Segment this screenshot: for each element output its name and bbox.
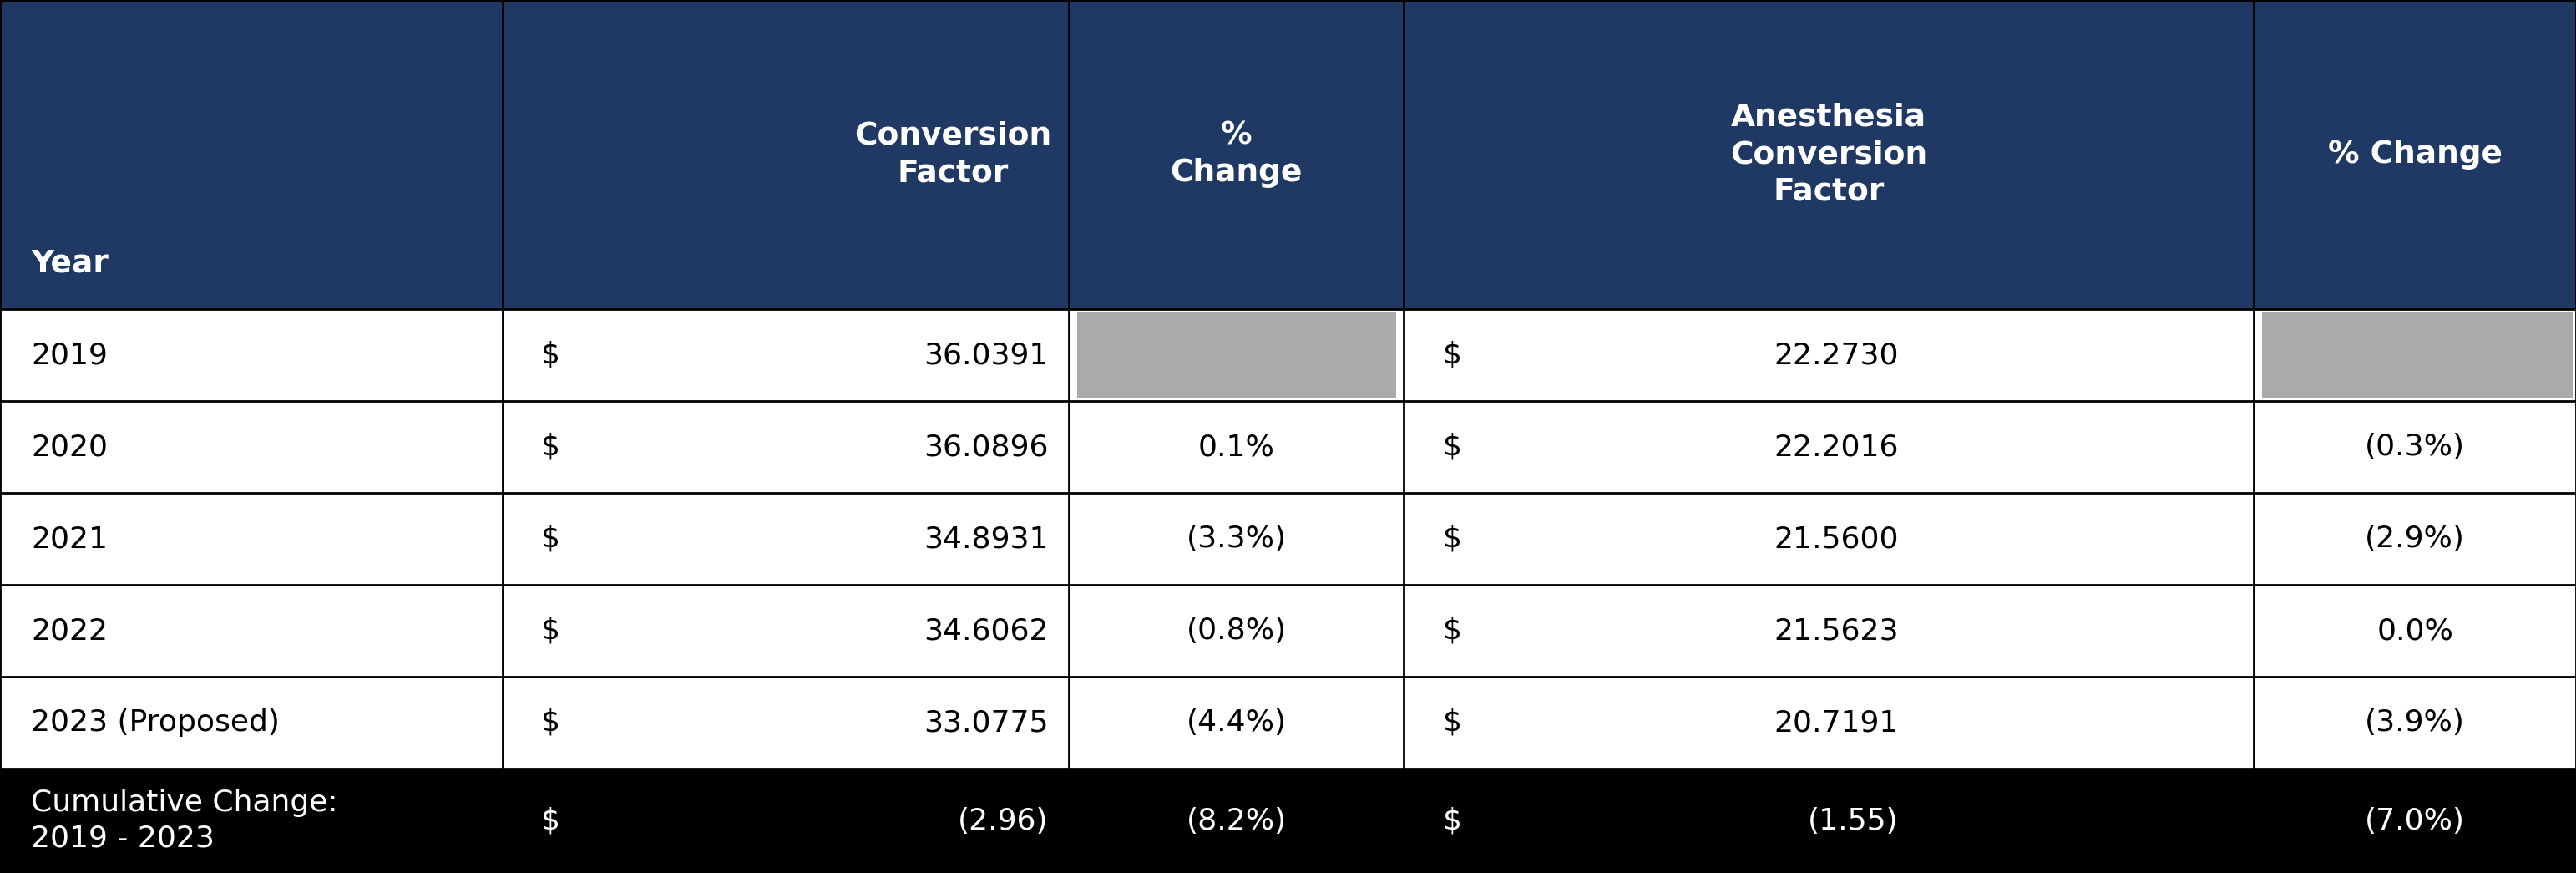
Text: Anesthesia
Conversion
Factor: Anesthesia Conversion Factor xyxy=(1731,102,1927,207)
Text: $: $ xyxy=(1443,708,1461,737)
Bar xyxy=(0,768,2576,873)
Bar xyxy=(0,585,2576,677)
Text: 22.2016: 22.2016 xyxy=(1775,433,1899,461)
Text: 2022: 2022 xyxy=(31,616,108,645)
Text: 2021: 2021 xyxy=(31,525,108,553)
Text: $: $ xyxy=(541,340,559,369)
Bar xyxy=(0,309,2576,401)
Text: 2019: 2019 xyxy=(31,340,108,369)
Text: $: $ xyxy=(541,616,559,645)
Text: 0.1%: 0.1% xyxy=(1198,433,1275,461)
Text: (3.9%): (3.9%) xyxy=(2365,708,2465,737)
Text: 2023 (Proposed): 2023 (Proposed) xyxy=(31,708,281,737)
Text: (3.3%): (3.3%) xyxy=(1188,525,1285,553)
Text: $: $ xyxy=(1443,616,1461,645)
Text: Conversion
Factor: Conversion Factor xyxy=(855,121,1051,189)
Text: 21.5623: 21.5623 xyxy=(1775,616,1899,645)
Text: $: $ xyxy=(541,708,559,737)
Bar xyxy=(0,0,2576,309)
Bar xyxy=(0,677,2576,768)
Text: $: $ xyxy=(1443,525,1461,553)
Text: $: $ xyxy=(541,433,559,461)
Text: 0.0%: 0.0% xyxy=(2378,616,2452,645)
Bar xyxy=(0,493,2576,585)
Text: $: $ xyxy=(1443,433,1461,461)
Text: 34.6062: 34.6062 xyxy=(925,616,1048,645)
Text: $: $ xyxy=(541,525,559,553)
Text: 34.8931: 34.8931 xyxy=(925,525,1048,553)
Text: 36.0391: 36.0391 xyxy=(925,340,1048,369)
Bar xyxy=(2262,312,2573,398)
Text: (2.9%): (2.9%) xyxy=(2365,525,2465,553)
Text: (2.96): (2.96) xyxy=(958,807,1048,835)
Text: %
Change: % Change xyxy=(1170,121,1303,189)
Text: 22.2730: 22.2730 xyxy=(1775,340,1899,369)
Text: $: $ xyxy=(541,807,559,835)
Text: (0.8%): (0.8%) xyxy=(1188,616,1285,645)
Text: 36.0896: 36.0896 xyxy=(925,433,1048,461)
Text: $: $ xyxy=(1443,340,1461,369)
Text: Year: Year xyxy=(31,249,108,278)
Bar xyxy=(0,401,2576,493)
Text: 21.5600: 21.5600 xyxy=(1775,525,1899,553)
Text: (8.2%): (8.2%) xyxy=(1188,807,1285,835)
Text: 33.0775: 33.0775 xyxy=(925,708,1048,737)
Text: (7.0%): (7.0%) xyxy=(2365,807,2465,835)
Bar xyxy=(1077,312,1396,398)
Text: % Change: % Change xyxy=(2329,140,2501,169)
Text: (1.55): (1.55) xyxy=(1808,807,1899,835)
Text: Cumulative Change:
2019 - 2023: Cumulative Change: 2019 - 2023 xyxy=(31,789,337,853)
Text: (0.3%): (0.3%) xyxy=(2365,433,2465,461)
Text: $: $ xyxy=(1443,807,1461,835)
Text: (4.4%): (4.4%) xyxy=(1188,708,1285,737)
Text: 2020: 2020 xyxy=(31,433,108,461)
Text: 20.7191: 20.7191 xyxy=(1775,708,1899,737)
